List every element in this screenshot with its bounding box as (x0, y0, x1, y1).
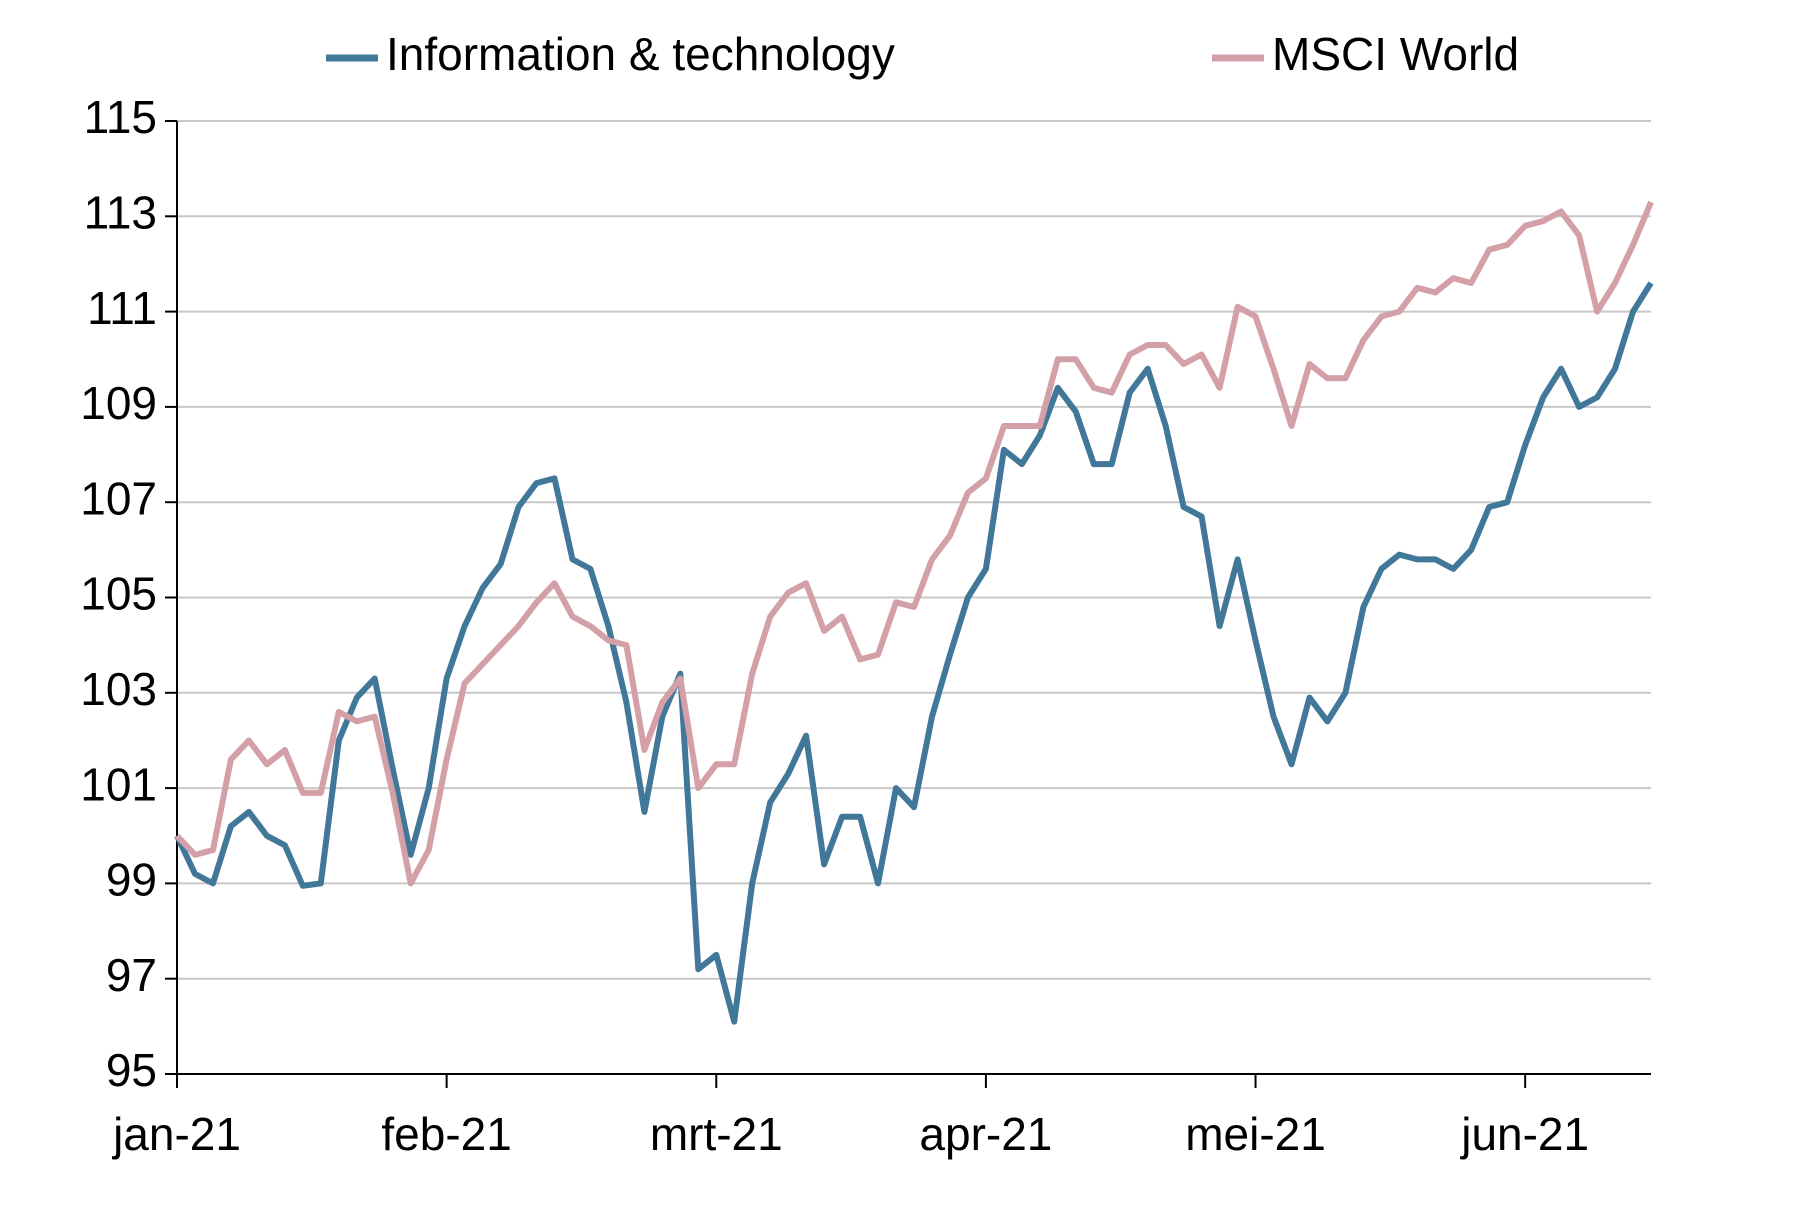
y-tick-label: 103 (80, 663, 157, 715)
y-tick-label: 107 (80, 472, 157, 524)
y-tick-label: 99 (106, 854, 157, 906)
y-tick-label: 115 (84, 91, 157, 143)
legend-label: Information & technology (386, 28, 895, 80)
y-tick-label: 95 (106, 1044, 157, 1096)
x-tick-label: apr-21 (919, 1108, 1052, 1160)
legend-label: MSCI World (1272, 28, 1519, 80)
y-tick-label: 105 (80, 568, 157, 620)
y-tick-label: 101 (80, 758, 157, 810)
y-tick-label: 97 (106, 949, 157, 1001)
x-tick-label: jun-21 (1459, 1108, 1589, 1160)
y-tick-label: 109 (80, 377, 157, 429)
x-tick-label: feb-21 (381, 1108, 511, 1160)
x-tick-label: jan-21 (111, 1108, 241, 1160)
x-tick-label: mei-21 (1185, 1108, 1326, 1160)
x-tick-label: mrt-21 (650, 1108, 783, 1160)
line-series (174, 281, 1654, 1025)
line-series (174, 200, 1654, 887)
y-tick-label: 113 (84, 186, 157, 238)
y-tick-label: 111 (87, 282, 157, 334)
